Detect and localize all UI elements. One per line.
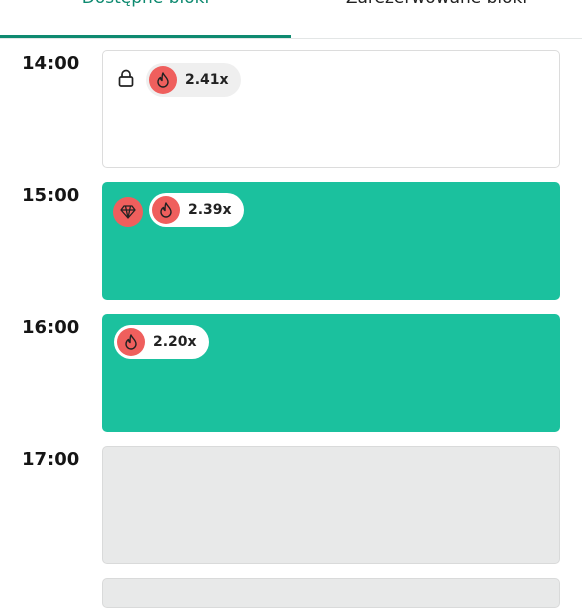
tab-reserved-blocks[interactable]: Zarezerwowane bloki [291,0,582,18]
fire-icon [149,66,177,94]
time-slot-1600[interactable]: 2.20x [102,314,560,432]
time-label: 14:00 [22,53,80,74]
time-slot-next [102,578,560,608]
multiplier-chip: 2.39x [149,193,244,227]
tab-bar: Dostępne bloki Zarezerwowane bloki [0,0,582,39]
multiplier-chip: 2.41x [146,63,241,97]
multiplier-chip: 2.20x [114,325,209,359]
time-label: 16:00 [22,317,80,338]
time-slot-1500[interactable]: 2.39x [102,182,560,300]
time-label: 15:00 [22,185,80,206]
time-label: 17:00 [22,449,80,470]
multiplier-value: 2.41x [185,72,229,88]
lock-icon [118,69,134,87]
fire-icon [117,328,145,356]
active-tab-indicator [0,35,291,38]
diamond-icon [113,197,143,227]
tab-available-blocks[interactable]: Dostępne bloki [0,0,291,18]
time-slot-1400[interactable]: 2.41x [102,50,560,168]
fire-icon [152,196,180,224]
time-slot-1700 [102,446,560,564]
multiplier-value: 2.20x [153,334,197,350]
multiplier-value: 2.39x [188,202,232,218]
